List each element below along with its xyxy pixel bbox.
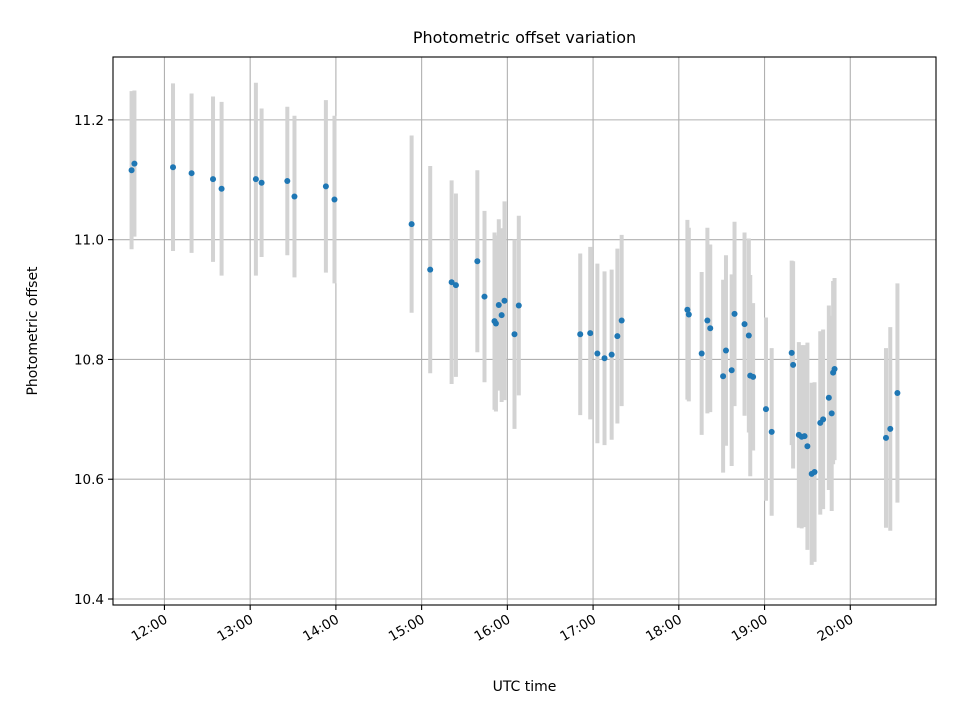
- data-point: [587, 330, 594, 337]
- y-tick-label: 11.2: [74, 113, 104, 129]
- data-point: [882, 434, 889, 441]
- data-point: [427, 266, 434, 273]
- data-points: [128, 160, 901, 477]
- data-point: [452, 282, 459, 289]
- data-point: [210, 176, 217, 183]
- data-point: [474, 258, 481, 265]
- data-point: [618, 317, 625, 324]
- data-point: [511, 331, 518, 338]
- data-point: [745, 332, 752, 339]
- x-tick-label: 17:00: [557, 612, 599, 645]
- data-point: [804, 443, 811, 450]
- x-tick-label: 14:00: [300, 612, 342, 645]
- data-point: [698, 350, 705, 357]
- data-point: [887, 425, 894, 432]
- data-point: [331, 196, 338, 203]
- data-point: [448, 279, 455, 286]
- plot-frame: [112, 56, 937, 606]
- data-point: [481, 293, 488, 300]
- data-point: [515, 302, 522, 309]
- data-point: [750, 373, 757, 380]
- data-point: [252, 176, 259, 183]
- data-point: [170, 164, 177, 171]
- data-point: [828, 410, 835, 417]
- data-point: [501, 297, 508, 304]
- data-point: [894, 389, 901, 396]
- x-axis-label: UTC time: [493, 679, 557, 695]
- x-tick-label: 16:00: [472, 612, 514, 645]
- data-point: [492, 320, 499, 327]
- data-point: [720, 373, 727, 380]
- data-point: [704, 317, 711, 324]
- data-point: [801, 433, 808, 440]
- x-tick-label: 15:00: [386, 612, 428, 645]
- data-point: [768, 428, 775, 435]
- x-tick-label: 19:00: [729, 612, 771, 645]
- y-tick-label: 11.0: [74, 233, 104, 249]
- y-tick-label: 10.8: [74, 352, 104, 368]
- data-point: [495, 301, 502, 308]
- data-point: [131, 160, 138, 167]
- data-point: [762, 406, 769, 413]
- y-axis-label: Photometric offset: [25, 266, 41, 396]
- data-point: [831, 366, 838, 373]
- y-tick-label: 10.6: [74, 472, 104, 488]
- data-point: [218, 185, 225, 192]
- chart-title: Photometric offset variation: [413, 28, 636, 47]
- data-point: [731, 310, 738, 317]
- data-point: [685, 311, 692, 318]
- data-point: [741, 321, 748, 328]
- data-point: [258, 179, 265, 186]
- data-point: [291, 193, 298, 200]
- data-point: [790, 361, 797, 368]
- data-point: [188, 170, 195, 177]
- x-tick-label: 18:00: [643, 612, 685, 645]
- data-point: [811, 469, 818, 476]
- data-point: [601, 355, 608, 362]
- data-point: [498, 312, 505, 319]
- y-ticks: 10.4 10.6 10.8 11.0 11.2: [74, 113, 113, 608]
- data-point: [684, 306, 691, 313]
- data-point: [408, 221, 415, 228]
- data-point: [614, 333, 621, 340]
- data-point: [322, 183, 329, 190]
- y-tick-label: 10.4: [74, 592, 104, 608]
- data-point: [825, 394, 832, 401]
- data-point: [594, 350, 601, 357]
- data-point: [788, 349, 795, 356]
- data-point: [608, 351, 615, 358]
- x-ticks: 12:00 13:00 14:00 15:00 16:00 17:00 18:00 19:00…: [129, 605, 857, 645]
- grid: [113, 57, 936, 605]
- x-tick-label: 20:00: [815, 612, 857, 645]
- data-point: [728, 367, 735, 374]
- data-point: [128, 167, 135, 174]
- data-point: [722, 347, 729, 354]
- error-bars: [129, 82, 900, 565]
- data-point: [820, 416, 827, 423]
- data-point: [284, 177, 291, 184]
- x-tick-label: 13:00: [214, 612, 256, 645]
- x-tick-label: 12:00: [129, 612, 171, 645]
- data-point: [577, 331, 584, 338]
- data-point: [707, 325, 714, 332]
